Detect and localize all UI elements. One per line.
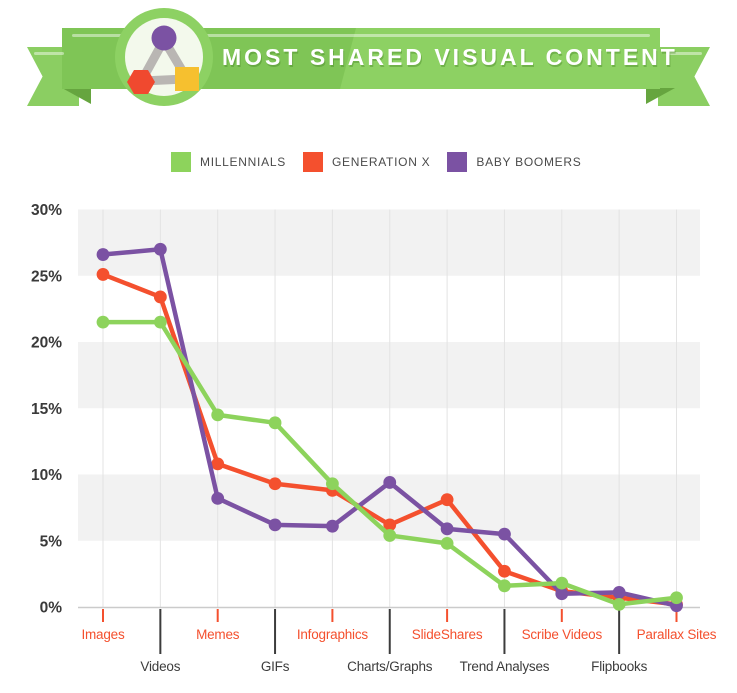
data-point-millennials-infographics xyxy=(326,477,339,491)
y-tick-label: 25% xyxy=(31,268,62,285)
y-tick-label: 10% xyxy=(31,467,62,484)
data-point-millennials-videos xyxy=(153,315,167,329)
data-point-baby-boomers-images xyxy=(96,248,110,261)
data-point-baby-boomers-slideshares xyxy=(440,522,454,536)
legend-item-millennials: MILLENNIALS xyxy=(171,152,286,172)
data-point-millennials-trend-analyses xyxy=(498,579,511,593)
grid-band xyxy=(78,342,700,409)
y-tick-label: 20% xyxy=(31,335,62,352)
y-tick-label: 30% xyxy=(31,202,62,219)
x-category-label: Images xyxy=(81,627,125,642)
data-point-generation-x-memes xyxy=(211,457,225,471)
x-category-label: Infographics xyxy=(297,627,369,642)
grid-band xyxy=(78,209,700,276)
x-category-label: Trend Analyses xyxy=(460,659,550,674)
legend-swatch-generation-x xyxy=(302,152,323,172)
y-tick-label: 0% xyxy=(40,600,63,617)
x-category-label: Parallax Sites xyxy=(637,627,717,642)
logo-badge xyxy=(125,18,203,96)
legend-item-baby-boomers: BABY BOOMERS xyxy=(447,152,581,172)
legend-label: BABY BOOMERS xyxy=(476,155,582,169)
ribbon-gloss-line xyxy=(72,34,650,37)
y-tick-label: 15% xyxy=(31,401,62,418)
legend-swatch-millennials xyxy=(171,152,191,172)
page-title: MOST SHARED VISUAL CONTENT xyxy=(222,44,678,70)
data-point-baby-boomers-scribe-videos xyxy=(555,587,569,601)
data-point-millennials-parallax-sites xyxy=(670,591,683,605)
header-ribbon-banner: MOST SHARED VISUAL CONTENT xyxy=(0,0,737,130)
ribbon-gloss-line-left xyxy=(34,52,64,55)
data-point-generation-x-videos xyxy=(153,290,167,304)
logo-square xyxy=(175,67,199,91)
x-category-label: Scribe Videos xyxy=(522,627,603,642)
triangle-network-logo-icon xyxy=(127,25,199,94)
logo-hexagon xyxy=(127,70,155,94)
ribbon-gloss-line-right xyxy=(668,52,702,55)
data-point-millennials-charts-graphs xyxy=(383,529,397,542)
data-point-baby-boomers-memes xyxy=(211,491,225,505)
x-category-label: GIFs xyxy=(261,659,290,674)
x-category-label: Charts/Graphs xyxy=(347,659,433,674)
data-point-generation-x-charts-graphs xyxy=(383,518,397,532)
data-point-generation-x-trend-analyses xyxy=(498,564,511,578)
ribbon-band-highlight-half xyxy=(340,28,660,89)
chart-legend: MILLENNIALS GENERATION X BABY BOOMERS xyxy=(171,152,582,172)
data-point-baby-boomers-trend-analyses xyxy=(498,527,511,541)
x-category-label: Memes xyxy=(196,627,240,642)
data-point-millennials-slideshares xyxy=(440,537,454,550)
legend-swatch-baby-boomers xyxy=(447,152,468,172)
data-point-baby-boomers-charts-graphs xyxy=(383,476,397,489)
y-tick-label: 5% xyxy=(40,533,63,550)
data-point-millennials-scribe-videos xyxy=(555,576,569,590)
data-point-generation-x-slideshares xyxy=(440,493,454,507)
logo-circle xyxy=(151,25,177,51)
data-point-millennials-flipbooks xyxy=(612,597,626,611)
data-point-baby-boomers-gifs xyxy=(268,518,282,532)
data-point-generation-x-images xyxy=(96,268,110,281)
data-point-baby-boomers-infographics xyxy=(326,519,339,533)
legend-label: GENERATION X xyxy=(331,155,431,169)
x-category-label: Flipbooks xyxy=(591,659,647,674)
x-category-label: SlideShares xyxy=(412,627,483,642)
data-point-millennials-images xyxy=(96,315,110,329)
data-point-baby-boomers-videos xyxy=(153,242,167,256)
legend-item-generation-x: GENERATION X xyxy=(302,152,431,172)
x-category-label: Videos xyxy=(140,659,180,674)
data-point-millennials-memes xyxy=(211,408,225,422)
legend-label: MILLENNIALS xyxy=(200,155,286,169)
data-point-generation-x-gifs xyxy=(268,477,282,491)
data-point-baby-boomers-flipbooks xyxy=(612,586,626,599)
data-point-millennials-gifs xyxy=(268,416,282,430)
